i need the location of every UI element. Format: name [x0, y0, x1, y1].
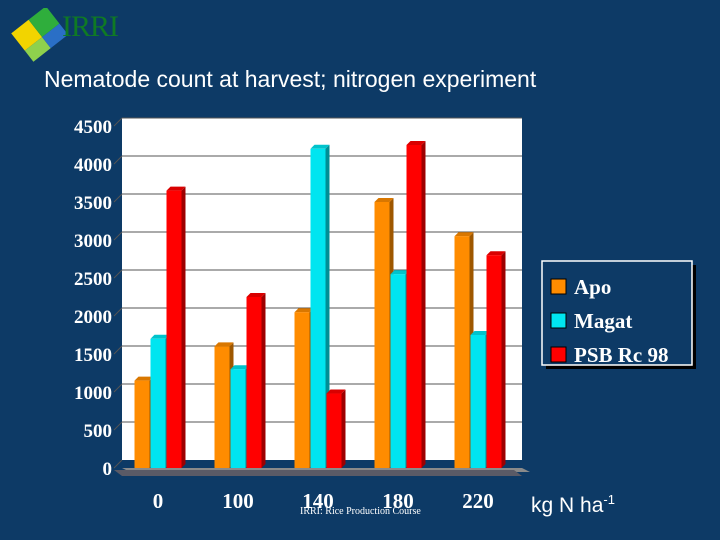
bar-top: [230, 365, 250, 370]
legend-box: [541, 260, 693, 366]
gridline-diagonal: [113, 345, 123, 355]
bar-top: [150, 334, 170, 339]
bar-side: [261, 293, 266, 468]
irri-logo: [11, 8, 69, 62]
bar-magat: [150, 338, 166, 468]
bar-top: [166, 186, 186, 191]
x-tick-label: 140: [302, 489, 334, 513]
bar-side: [341, 389, 346, 468]
bar-top: [470, 331, 490, 335]
bar-apo: [454, 236, 470, 468]
bar-top: [390, 270, 410, 275]
bar-top: [134, 376, 154, 381]
bar-magat: [230, 369, 246, 468]
gridline-diagonal: [113, 117, 123, 127]
gridline-diagonal: [113, 421, 123, 431]
irri-logo-text: IRRI: [62, 10, 119, 43]
bar-psb-rc-98: [406, 145, 422, 468]
y-tick-label: 0: [103, 459, 113, 480]
plot-floor-edge: [114, 470, 522, 476]
bar-top: [486, 251, 506, 256]
gridline-diagonal: [113, 193, 123, 203]
gridline-diagonal: [113, 459, 123, 469]
y-tick-label: 3000: [74, 231, 112, 252]
footer-credit: IRRI: Rice Production Course: [300, 506, 421, 517]
y-tick-label: 4500: [74, 117, 112, 138]
bar-psb-rc-98: [166, 190, 182, 468]
bar-psb-rc-98: [246, 297, 262, 468]
slide-title: Nematode count at harvest; nitrogen expe…: [44, 66, 537, 92]
y-tick-label: 3500: [74, 193, 112, 214]
x-tick-label: 180: [382, 489, 414, 513]
legend-swatch: [550, 346, 567, 363]
x-axis-unit-exponent: -1: [603, 492, 615, 507]
bar-top: [246, 293, 266, 297]
bar-psb-rc-98: [486, 255, 502, 468]
legend-label: Magat: [574, 309, 632, 333]
gridline-diagonal: [113, 231, 123, 241]
bar-psb-rc-98: [326, 393, 342, 468]
legend-swatch: [550, 312, 567, 329]
legend-swatch: [550, 278, 567, 295]
bar-top: [214, 342, 234, 347]
x-axis-unit: kg N ha-1: [531, 492, 615, 518]
gridline-diagonal: [113, 269, 123, 279]
bar-side: [181, 186, 186, 468]
bar-apo: [134, 380, 150, 468]
bar-magat: [470, 335, 486, 468]
y-tick-label: 2500: [74, 269, 112, 290]
x-tick-label: 100: [222, 489, 254, 513]
bar-side: [325, 144, 330, 469]
y-tick-label: 500: [84, 421, 113, 442]
x-axis-unit-text: kg N ha: [531, 494, 604, 517]
bar-magat: [310, 148, 326, 469]
bar-apo: [214, 346, 230, 468]
bar-top: [310, 144, 330, 149]
bar-top: [294, 308, 314, 313]
gridline-diagonal: [113, 383, 123, 393]
x-tick-label: 220: [462, 489, 494, 513]
bar-top: [374, 198, 394, 202]
bar-top: [406, 141, 426, 145]
y-tick-label: 1500: [74, 345, 112, 366]
y-tick-label: 4000: [74, 155, 112, 176]
bar-side: [501, 251, 506, 468]
legend-label: PSB Rc 98: [574, 343, 669, 367]
x-tick-label: 0: [153, 489, 164, 513]
gridline-diagonal: [113, 155, 123, 165]
gridline-diagonal: [113, 307, 123, 317]
bar-apo: [294, 312, 310, 468]
legend-label: Apo: [574, 275, 611, 299]
y-tick-label: 2000: [74, 307, 112, 328]
bar-top: [454, 232, 474, 237]
y-tick-label: 1000: [74, 383, 112, 404]
bar-apo: [374, 202, 390, 468]
bar-top: [326, 389, 346, 394]
bar-side: [421, 141, 426, 468]
bar-magat: [390, 274, 406, 468]
